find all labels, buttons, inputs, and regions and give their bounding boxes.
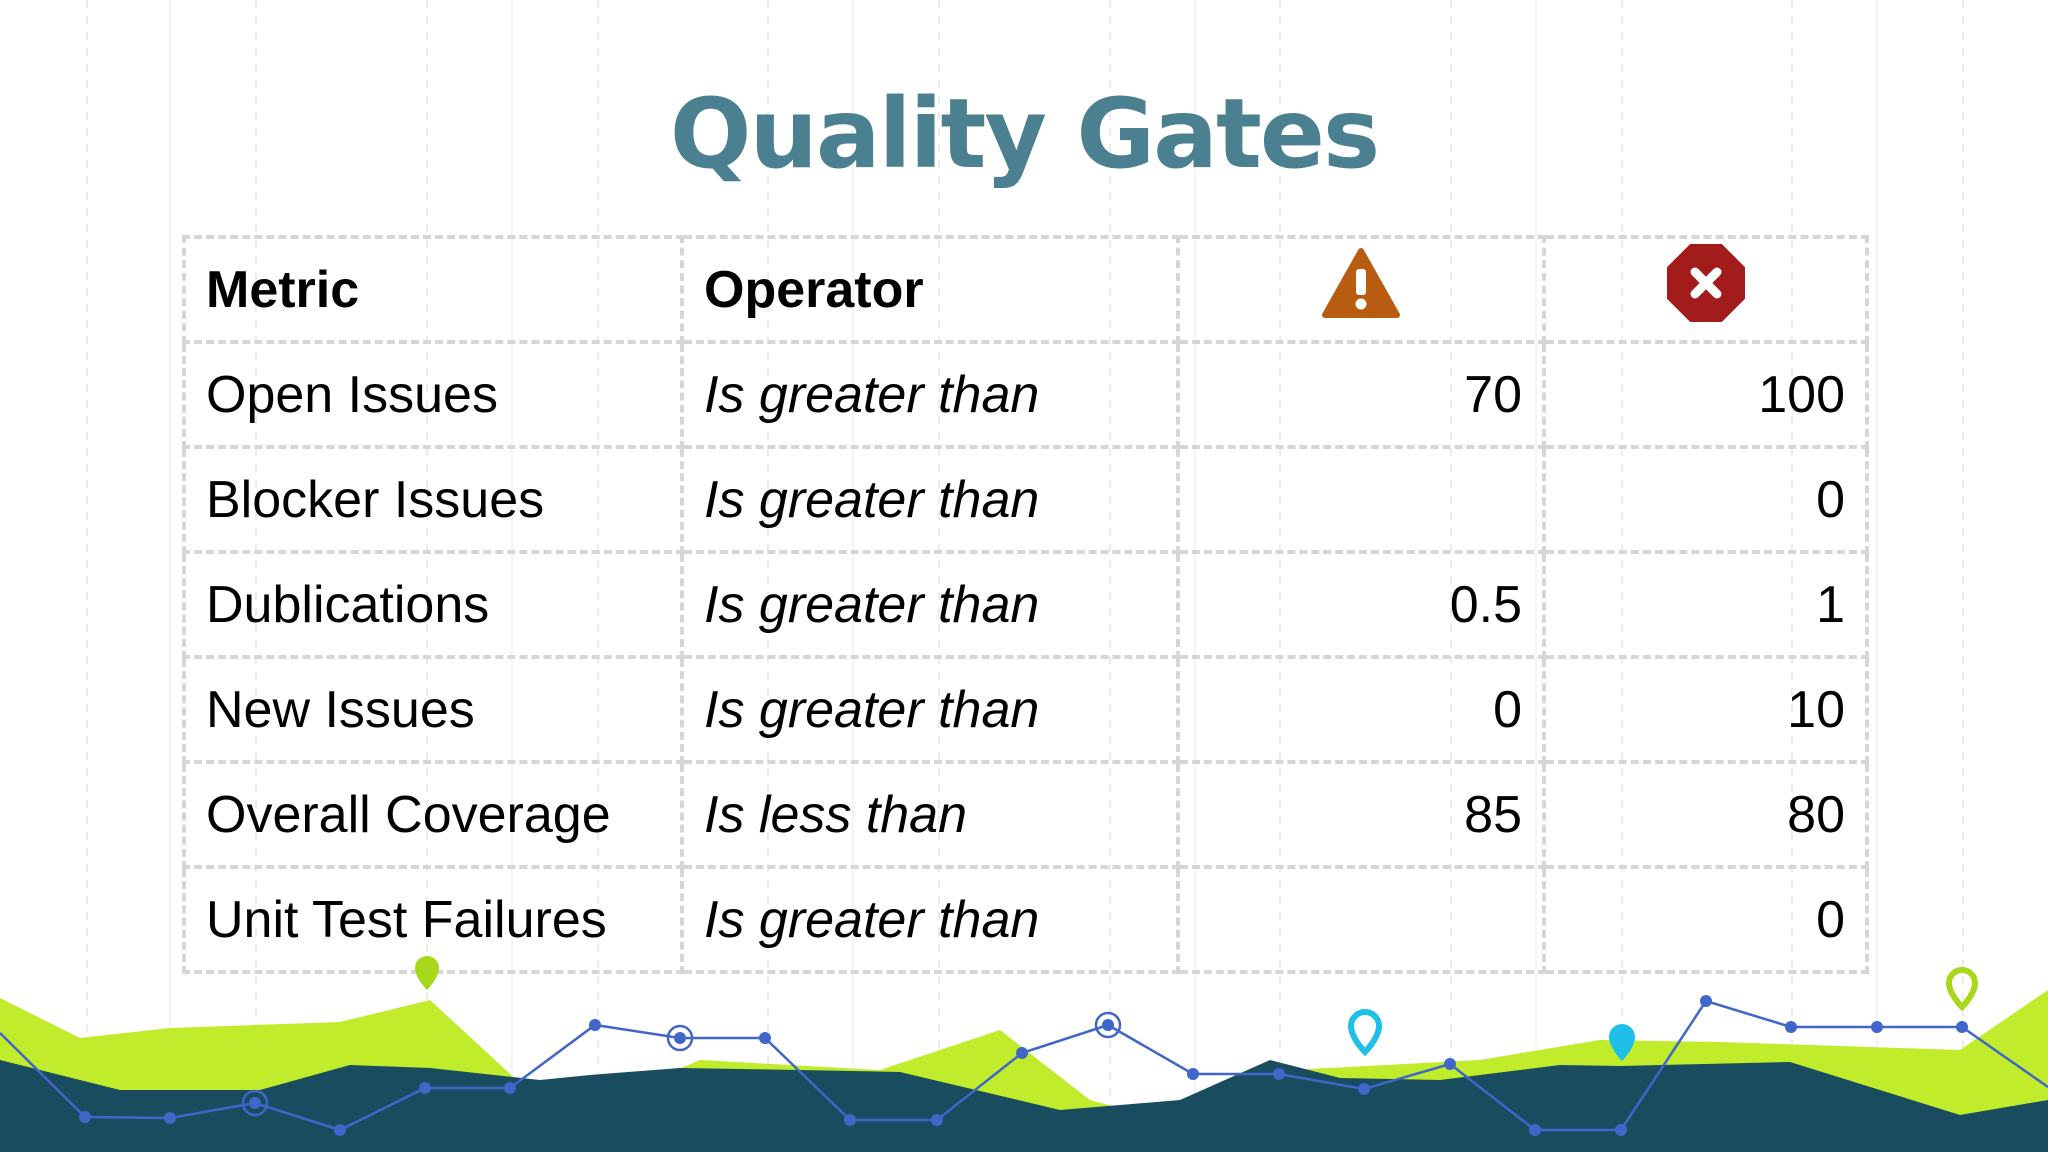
metric-cell: Blocker Issues (182, 445, 684, 554)
cyan-pin-icon (1609, 1024, 1635, 1061)
metric-cell: New Issues (182, 655, 684, 764)
table-header-row: Metric Operator (182, 235, 1869, 344)
header-metric: Metric (182, 235, 684, 344)
error-threshold-cell: 0 (1542, 865, 1869, 974)
metric-cell: Overall Coverage (182, 760, 684, 869)
metric-cell: Dublications (182, 550, 684, 659)
operator-cell: Is greater than (680, 445, 1180, 554)
warning-threshold-cell (1176, 445, 1546, 554)
error-threshold-cell: 80 (1542, 760, 1869, 869)
operator-cell: Is less than (680, 760, 1180, 869)
header-operator: Operator (680, 235, 1180, 344)
lime-pin-icon (415, 956, 439, 990)
metric-cell: Open Issues (182, 340, 684, 449)
operator-cell: Is greater than (680, 655, 1180, 764)
warning-triangle-icon (1322, 248, 1400, 318)
table-row: Dublications Is greater than 0.5 1 (182, 550, 1869, 659)
warning-threshold-cell (1176, 865, 1546, 974)
error-threshold-cell: 100 (1542, 340, 1869, 449)
table-row: Unit Test Failures Is greater than 0 (182, 865, 1869, 974)
operator-cell: Is greater than (680, 865, 1180, 974)
slide-title: Quality Gates (669, 78, 1380, 190)
error-threshold-cell: 10 (1542, 655, 1869, 764)
error-octagon-icon (1666, 244, 1745, 322)
error-threshold-cell: 1 (1542, 550, 1869, 659)
cyan-ring-pin-icon (1347, 1008, 1383, 1057)
metric-cell: Unit Test Failures (182, 865, 684, 974)
warning-threshold-cell: 85 (1176, 760, 1546, 869)
quality-gates-table: Metric Operator Open Issues Is greater t… (182, 235, 1869, 974)
operator-cell: Is greater than (680, 550, 1180, 659)
warning-threshold-cell: 0 (1176, 655, 1546, 764)
header-error (1542, 235, 1869, 344)
header-warning (1176, 235, 1546, 344)
lime-ring-pin-icon (1945, 966, 1979, 1012)
table-row: Blocker Issues Is greater than 0 (182, 445, 1869, 554)
warning-threshold-cell: 0.5 (1176, 550, 1546, 659)
table-row: Open Issues Is greater than 70 100 (182, 340, 1869, 449)
decorative-landscape (0, 956, 2048, 1152)
table-row: Overall Coverage Is less than 85 80 (182, 760, 1869, 869)
table-row: New Issues Is greater than 0 10 (182, 655, 1869, 764)
warning-threshold-cell: 70 (1176, 340, 1546, 449)
operator-cell: Is greater than (680, 340, 1180, 449)
error-threshold-cell: 0 (1542, 445, 1869, 554)
